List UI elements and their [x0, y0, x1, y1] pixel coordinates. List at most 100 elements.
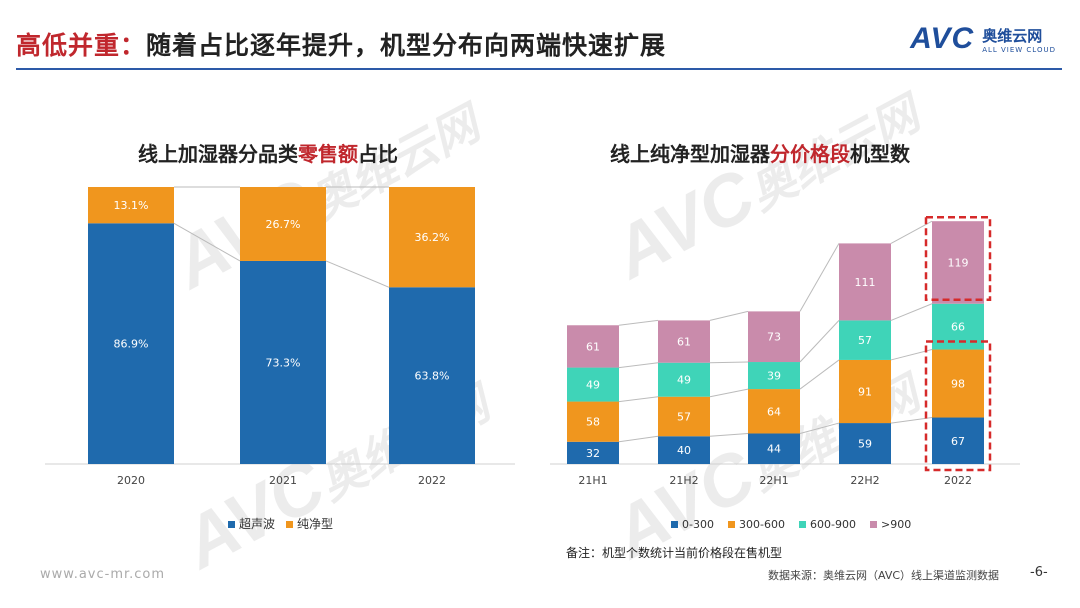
bar-segment — [240, 187, 326, 261]
data-label: 91 — [858, 386, 872, 399]
connector-line — [709, 432, 749, 437]
legend-label: 0-300 — [682, 518, 714, 531]
bar-segment — [658, 362, 710, 397]
legend-label: 300-600 — [739, 518, 785, 531]
x-tick-label: 2022 — [418, 474, 446, 487]
bar-segment — [88, 223, 174, 464]
bar-segment — [240, 260, 326, 464]
data-label: 44 — [767, 443, 781, 456]
bar-segment — [658, 320, 710, 363]
data-label: 67 — [951, 435, 965, 448]
connector-line — [325, 260, 390, 288]
connector-line — [709, 310, 749, 321]
page-title-prefix: 高低并重： — [16, 31, 147, 60]
x-tick-label: 2022 — [944, 474, 972, 487]
data-label: 49 — [586, 379, 600, 392]
data-label: 61 — [677, 336, 691, 349]
data-label: 58 — [586, 416, 600, 429]
legend-swatch — [799, 521, 806, 528]
page-title: 高低并重：随着占比逐年提升，机型分布向两端快速扩展 — [16, 26, 666, 62]
connector-line — [799, 422, 840, 434]
bar-segment — [658, 396, 710, 437]
page-number: -6- — [1030, 565, 1048, 580]
x-tick-label: 21H1 — [578, 474, 607, 487]
bar-segment — [932, 221, 984, 304]
data-label: 49 — [677, 374, 691, 387]
bar-segment — [88, 187, 174, 224]
data-label: 57 — [858, 334, 872, 347]
data-label: 57 — [677, 410, 691, 423]
connector-line — [709, 388, 749, 398]
legend-swatch — [286, 521, 293, 528]
data-label: 63.8% — [415, 370, 450, 383]
connector-line — [799, 243, 840, 312]
bar-segment — [567, 367, 619, 402]
bar-segment — [748, 311, 800, 363]
data-label: 86.9% — [114, 338, 149, 351]
legend-label: 超声波 — [239, 516, 275, 531]
connector-line — [618, 396, 659, 403]
right-chart-title: 线上纯净型加湿器分价格段机型数 — [610, 142, 910, 166]
legend-label: 600-900 — [810, 518, 856, 531]
data-label: 66 — [951, 321, 965, 334]
x-tick-label: 2021 — [269, 474, 297, 487]
connector-line — [890, 220, 933, 244]
connector-line — [799, 359, 840, 390]
share-chart: 86.9% 13.1% 2020 73.3% 26.7% 2021 63.8% 36.2% 20… — [45, 186, 515, 531]
header-divider — [16, 68, 1062, 70]
legend-swatch — [228, 521, 235, 528]
bar-segment — [839, 320, 891, 360]
legend-swatch — [728, 521, 735, 528]
bar-segment — [748, 362, 800, 390]
bar-segment — [748, 433, 800, 464]
legend-swatch — [870, 521, 877, 528]
logo-en: ALL VIEW CLOUD — [982, 45, 1056, 54]
bar-segment — [839, 359, 891, 424]
connector-line — [709, 361, 749, 364]
connector-line — [618, 319, 659, 326]
data-label: 61 — [586, 340, 600, 353]
logo-cn: 奥维云网 — [982, 26, 1043, 45]
bar-segment — [389, 287, 475, 464]
connector-line — [618, 362, 659, 369]
connector-line — [173, 222, 241, 262]
legend-label: >900 — [881, 518, 911, 531]
bar-segment — [839, 243, 891, 321]
bar-segment — [932, 349, 984, 418]
model-count-chart: 32 58 49 61 21H1 40 57 49 61 21H2 44 64 39 73 22H1 59 91… — [550, 215, 1020, 531]
legend-label: 纯净型 — [297, 517, 333, 531]
x-tick-label: 21H2 — [669, 474, 698, 487]
connector-line — [890, 303, 933, 321]
data-label: 119 — [948, 256, 969, 269]
bar-segment — [839, 423, 891, 464]
data-label: 73.3% — [266, 356, 301, 369]
legend-swatch — [671, 521, 678, 528]
bar-segment — [567, 325, 619, 368]
data-label: 36.2% — [415, 231, 450, 244]
bar-segment — [932, 417, 984, 464]
x-tick-label: 22H1 — [759, 474, 788, 487]
highlight-box-low — [924, 340, 992, 472]
data-label: 111 — [855, 276, 876, 289]
data-source: 数据来源：奥维云网（AVC）线上渠道监测数据 — [768, 569, 1000, 582]
bar-segment — [658, 436, 710, 464]
data-label: 64 — [767, 405, 781, 418]
data-label: 98 — [951, 378, 965, 391]
data-label: 39 — [767, 370, 781, 383]
x-tick-label: 2020 — [117, 474, 145, 487]
chart-note: 备注：机型个数统计当前价格段在售机型 — [566, 546, 783, 560]
bar-segment — [748, 389, 800, 434]
data-label: 40 — [677, 444, 691, 457]
bar-segment — [389, 187, 475, 288]
bar-segment — [567, 441, 619, 464]
data-label: 26.7% — [266, 218, 301, 231]
highlight-box-high — [924, 215, 992, 302]
connector-line — [799, 320, 840, 363]
avc-logo: AVC 奥维云网 ALL VIEW CLOUD — [910, 22, 1056, 56]
data-label: 73 — [767, 331, 781, 344]
logo-mark: AVC — [910, 22, 975, 55]
data-label: 13.1% — [114, 199, 149, 212]
bar-segment — [567, 401, 619, 442]
x-tick-label: 22H2 — [850, 474, 879, 487]
website-link[interactable]: www.avc-mr.com — [40, 567, 166, 582]
